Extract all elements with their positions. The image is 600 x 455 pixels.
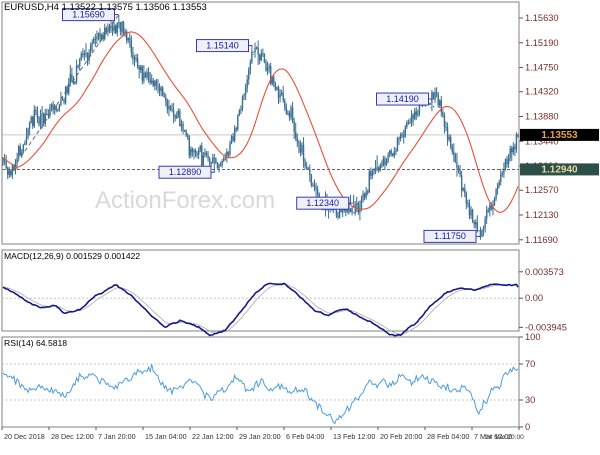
svg-text:1.13553: 1.13553	[541, 130, 578, 141]
svg-text:13 Feb 12:00: 13 Feb 12:00	[333, 432, 375, 441]
svg-text:1.15190: 1.15190	[525, 38, 559, 48]
svg-text:1.11690: 1.11690	[525, 235, 558, 245]
svg-text:1.12340: 1.12340	[306, 198, 339, 208]
svg-text:1.15140: 1.15140	[206, 40, 239, 50]
svg-text:20 Dec 2018: 20 Dec 2018	[4, 432, 45, 441]
svg-text:MACD(12,26,9) 0.001529 0.00142: MACD(12,26,9) 0.001529 0.001422	[4, 251, 140, 261]
svg-text:EURUSD,H4 1.13522 1.13575 1: EURUSD,H4 1.13522 1.13575 1.13506 1.1355…	[4, 2, 207, 13]
svg-text:1.15630: 1.15630	[525, 13, 559, 23]
svg-text:1.14750: 1.14750	[525, 63, 559, 73]
svg-text:28 Dec 12:00: 28 Dec 12:00	[51, 432, 94, 441]
svg-text:22 Jan 12:00: 22 Jan 12:00	[192, 432, 234, 441]
svg-text:20 Feb 20:00: 20 Feb 20:00	[380, 432, 422, 441]
svg-text:1.12940: 1.12940	[541, 165, 578, 176]
svg-text:1.13880: 1.13880	[525, 112, 559, 122]
svg-text:29 Jan 20:00: 29 Jan 20:00	[239, 432, 281, 441]
svg-text:1.14320: 1.14320	[525, 87, 559, 97]
svg-text:70: 70	[525, 359, 535, 369]
svg-text:0: 0	[525, 422, 530, 432]
svg-text:1.14190: 1.14190	[386, 94, 419, 104]
svg-text:28 Feb 04:00: 28 Feb 04:00	[427, 432, 469, 441]
svg-text:6 Feb 04:00: 6 Feb 04:00	[286, 432, 324, 441]
svg-text:1.12570: 1.12570	[525, 185, 559, 195]
svg-text:1.12130: 1.12130	[525, 210, 559, 220]
svg-text:RSI(14) 64.5818: RSI(14) 64.5818	[4, 338, 67, 348]
svg-text:15 Jan 04:00: 15 Jan 04:00	[145, 432, 187, 441]
svg-text:7 Jan 20:00: 7 Jan 20:00	[98, 432, 136, 441]
svg-text:1.12890: 1.12890	[169, 167, 202, 177]
svg-text:1.11750: 1.11750	[434, 231, 466, 241]
svg-text:30: 30	[525, 395, 535, 405]
svg-text:ActionForex.com: ActionForex.com	[95, 187, 275, 214]
svg-text:0.003573: 0.003573	[525, 267, 564, 277]
svg-text:-0.003945: -0.003945	[525, 322, 567, 332]
svg-text:14 Mar 20:00: 14 Mar 20:00	[485, 434, 524, 441]
svg-text:100: 100	[525, 332, 541, 342]
svg-text:0.00: 0.00	[525, 293, 543, 303]
